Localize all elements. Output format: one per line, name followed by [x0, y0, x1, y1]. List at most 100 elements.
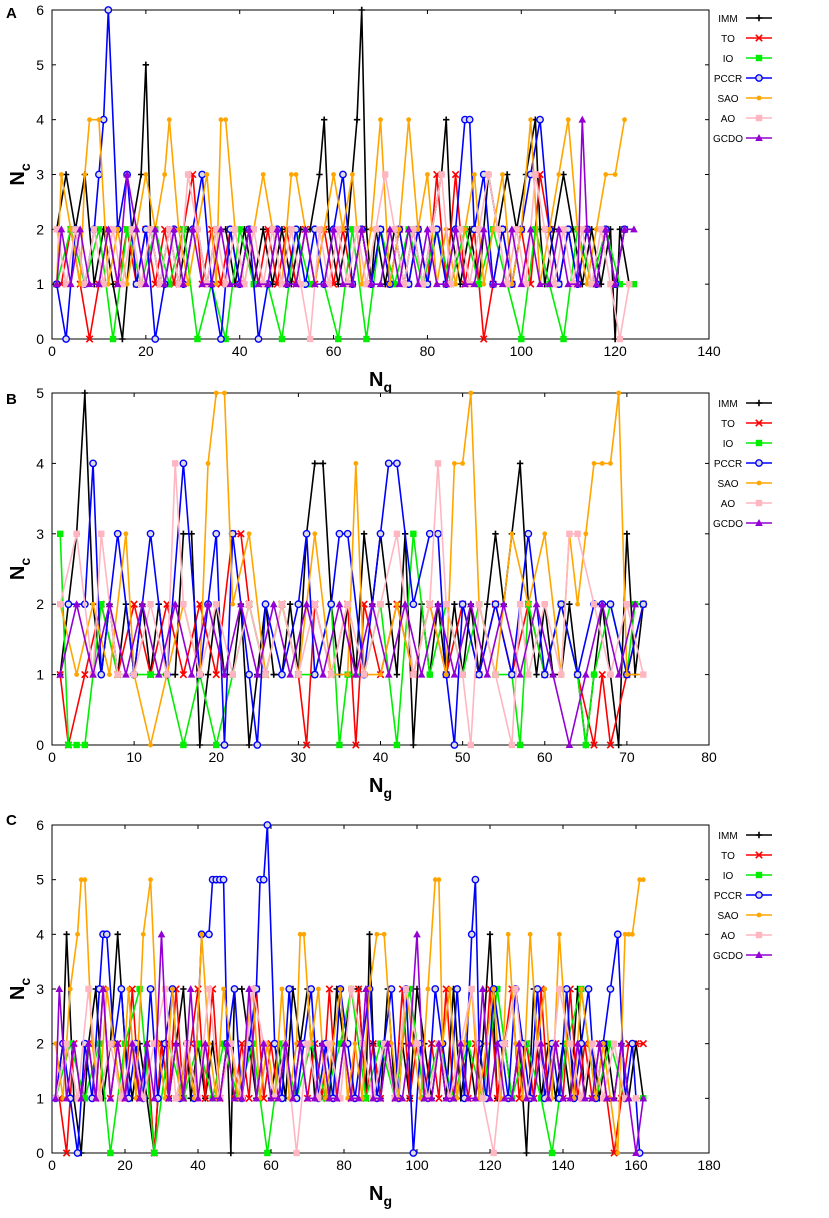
legend-marker — [755, 114, 763, 122]
data-point — [442, 985, 450, 993]
data-point — [143, 1039, 151, 1047]
data-point — [245, 670, 254, 679]
data-point — [630, 280, 638, 288]
data-point — [593, 226, 599, 232]
data-point — [434, 529, 442, 538]
data-point — [423, 225, 432, 233]
x-tick-label: 40 — [373, 749, 389, 765]
data-point — [119, 335, 126, 343]
data-point — [393, 671, 401, 678]
data-point — [95, 280, 103, 288]
data-point — [491, 986, 497, 992]
legend: IMM TO IO PCCR SAO AO GCDO — [713, 14, 772, 145]
data-point — [559, 1094, 567, 1102]
data-point — [583, 225, 591, 233]
data-point — [196, 741, 204, 749]
legend-label: IO — [723, 871, 734, 882]
data-point — [259, 226, 267, 233]
data-point — [410, 741, 417, 749]
data-point — [231, 226, 239, 233]
y-tick-label: 4 — [36, 926, 44, 942]
data-point — [151, 1149, 158, 1157]
data-point — [565, 117, 571, 123]
data-point — [349, 226, 356, 233]
data-point — [325, 985, 334, 993]
x-tick-label: 120 — [603, 343, 627, 359]
x-tick-label: 80 — [336, 1157, 352, 1173]
data-point — [353, 116, 361, 123]
data-point — [52, 1094, 60, 1102]
data-point — [92, 1094, 100, 1102]
data-point — [264, 1149, 271, 1157]
x-tick-label: 60 — [537, 749, 553, 765]
data-point — [98, 530, 105, 537]
data-point — [273, 225, 282, 233]
data-point — [378, 117, 383, 123]
data-point — [311, 1094, 319, 1102]
data-point — [352, 741, 360, 749]
data-point — [528, 117, 534, 123]
x-tick-label: 70 — [619, 749, 635, 765]
data-point — [626, 931, 632, 937]
data-point — [468, 985, 475, 993]
x-tick-label: 0 — [48, 749, 56, 765]
legend-label: IMM — [718, 831, 737, 842]
legend: IMM TO IO PCCR SAO AO GCDO — [713, 831, 772, 962]
data-point — [241, 280, 248, 288]
data-point — [78, 877, 84, 883]
data-point — [335, 226, 342, 233]
data-point — [53, 226, 60, 233]
data-point — [608, 461, 613, 466]
data-point — [320, 116, 328, 123]
data-point — [186, 985, 195, 992]
data-point — [391, 1094, 399, 1102]
data-point — [504, 280, 511, 288]
data-point — [194, 226, 201, 233]
data-point — [348, 280, 357, 288]
data-point — [478, 985, 487, 992]
data-point — [311, 280, 319, 288]
data-point — [518, 226, 524, 232]
data-point — [128, 985, 137, 993]
legend-marker — [755, 54, 763, 62]
data-point — [171, 460, 179, 467]
data-point — [67, 986, 73, 992]
data-point — [347, 1094, 356, 1102]
data-point — [427, 1094, 436, 1102]
data-point — [607, 280, 614, 288]
data-point — [85, 335, 94, 343]
data-point — [156, 280, 164, 288]
legend-label: TO — [721, 419, 735, 430]
data-point — [90, 601, 96, 607]
data-point — [428, 226, 436, 233]
data-point — [57, 530, 64, 537]
data-point — [475, 670, 483, 679]
data-point — [301, 225, 310, 233]
data-point — [443, 116, 450, 123]
data-point — [508, 225, 516, 233]
data-point — [87, 117, 92, 123]
data-point — [85, 985, 92, 993]
data-point — [194, 1040, 202, 1047]
data-point — [166, 117, 172, 123]
data-point — [368, 226, 374, 232]
data-point — [555, 225, 563, 233]
data-point — [246, 531, 252, 537]
data-point — [230, 1094, 239, 1102]
data-point — [442, 1094, 450, 1102]
data-point — [376, 529, 385, 538]
data-point — [471, 172, 477, 177]
data-point — [483, 670, 492, 678]
data-point — [610, 1149, 618, 1157]
data-point — [230, 985, 239, 993]
data-point — [598, 670, 607, 679]
legend-label: IMM — [718, 14, 737, 25]
data-point — [306, 335, 314, 343]
data-point — [179, 670, 188, 679]
data-point — [171, 600, 179, 608]
data-point — [289, 1094, 297, 1102]
panel-b: B 0 10 20 30 40 50 60 70 80 0 1 2 3 4 5 Ng Nc IMM TO IO PCCR S… — [6, 385, 772, 801]
data-point — [282, 280, 291, 288]
x-tick-label: 50 — [455, 749, 471, 765]
data-point — [62, 1149, 71, 1157]
